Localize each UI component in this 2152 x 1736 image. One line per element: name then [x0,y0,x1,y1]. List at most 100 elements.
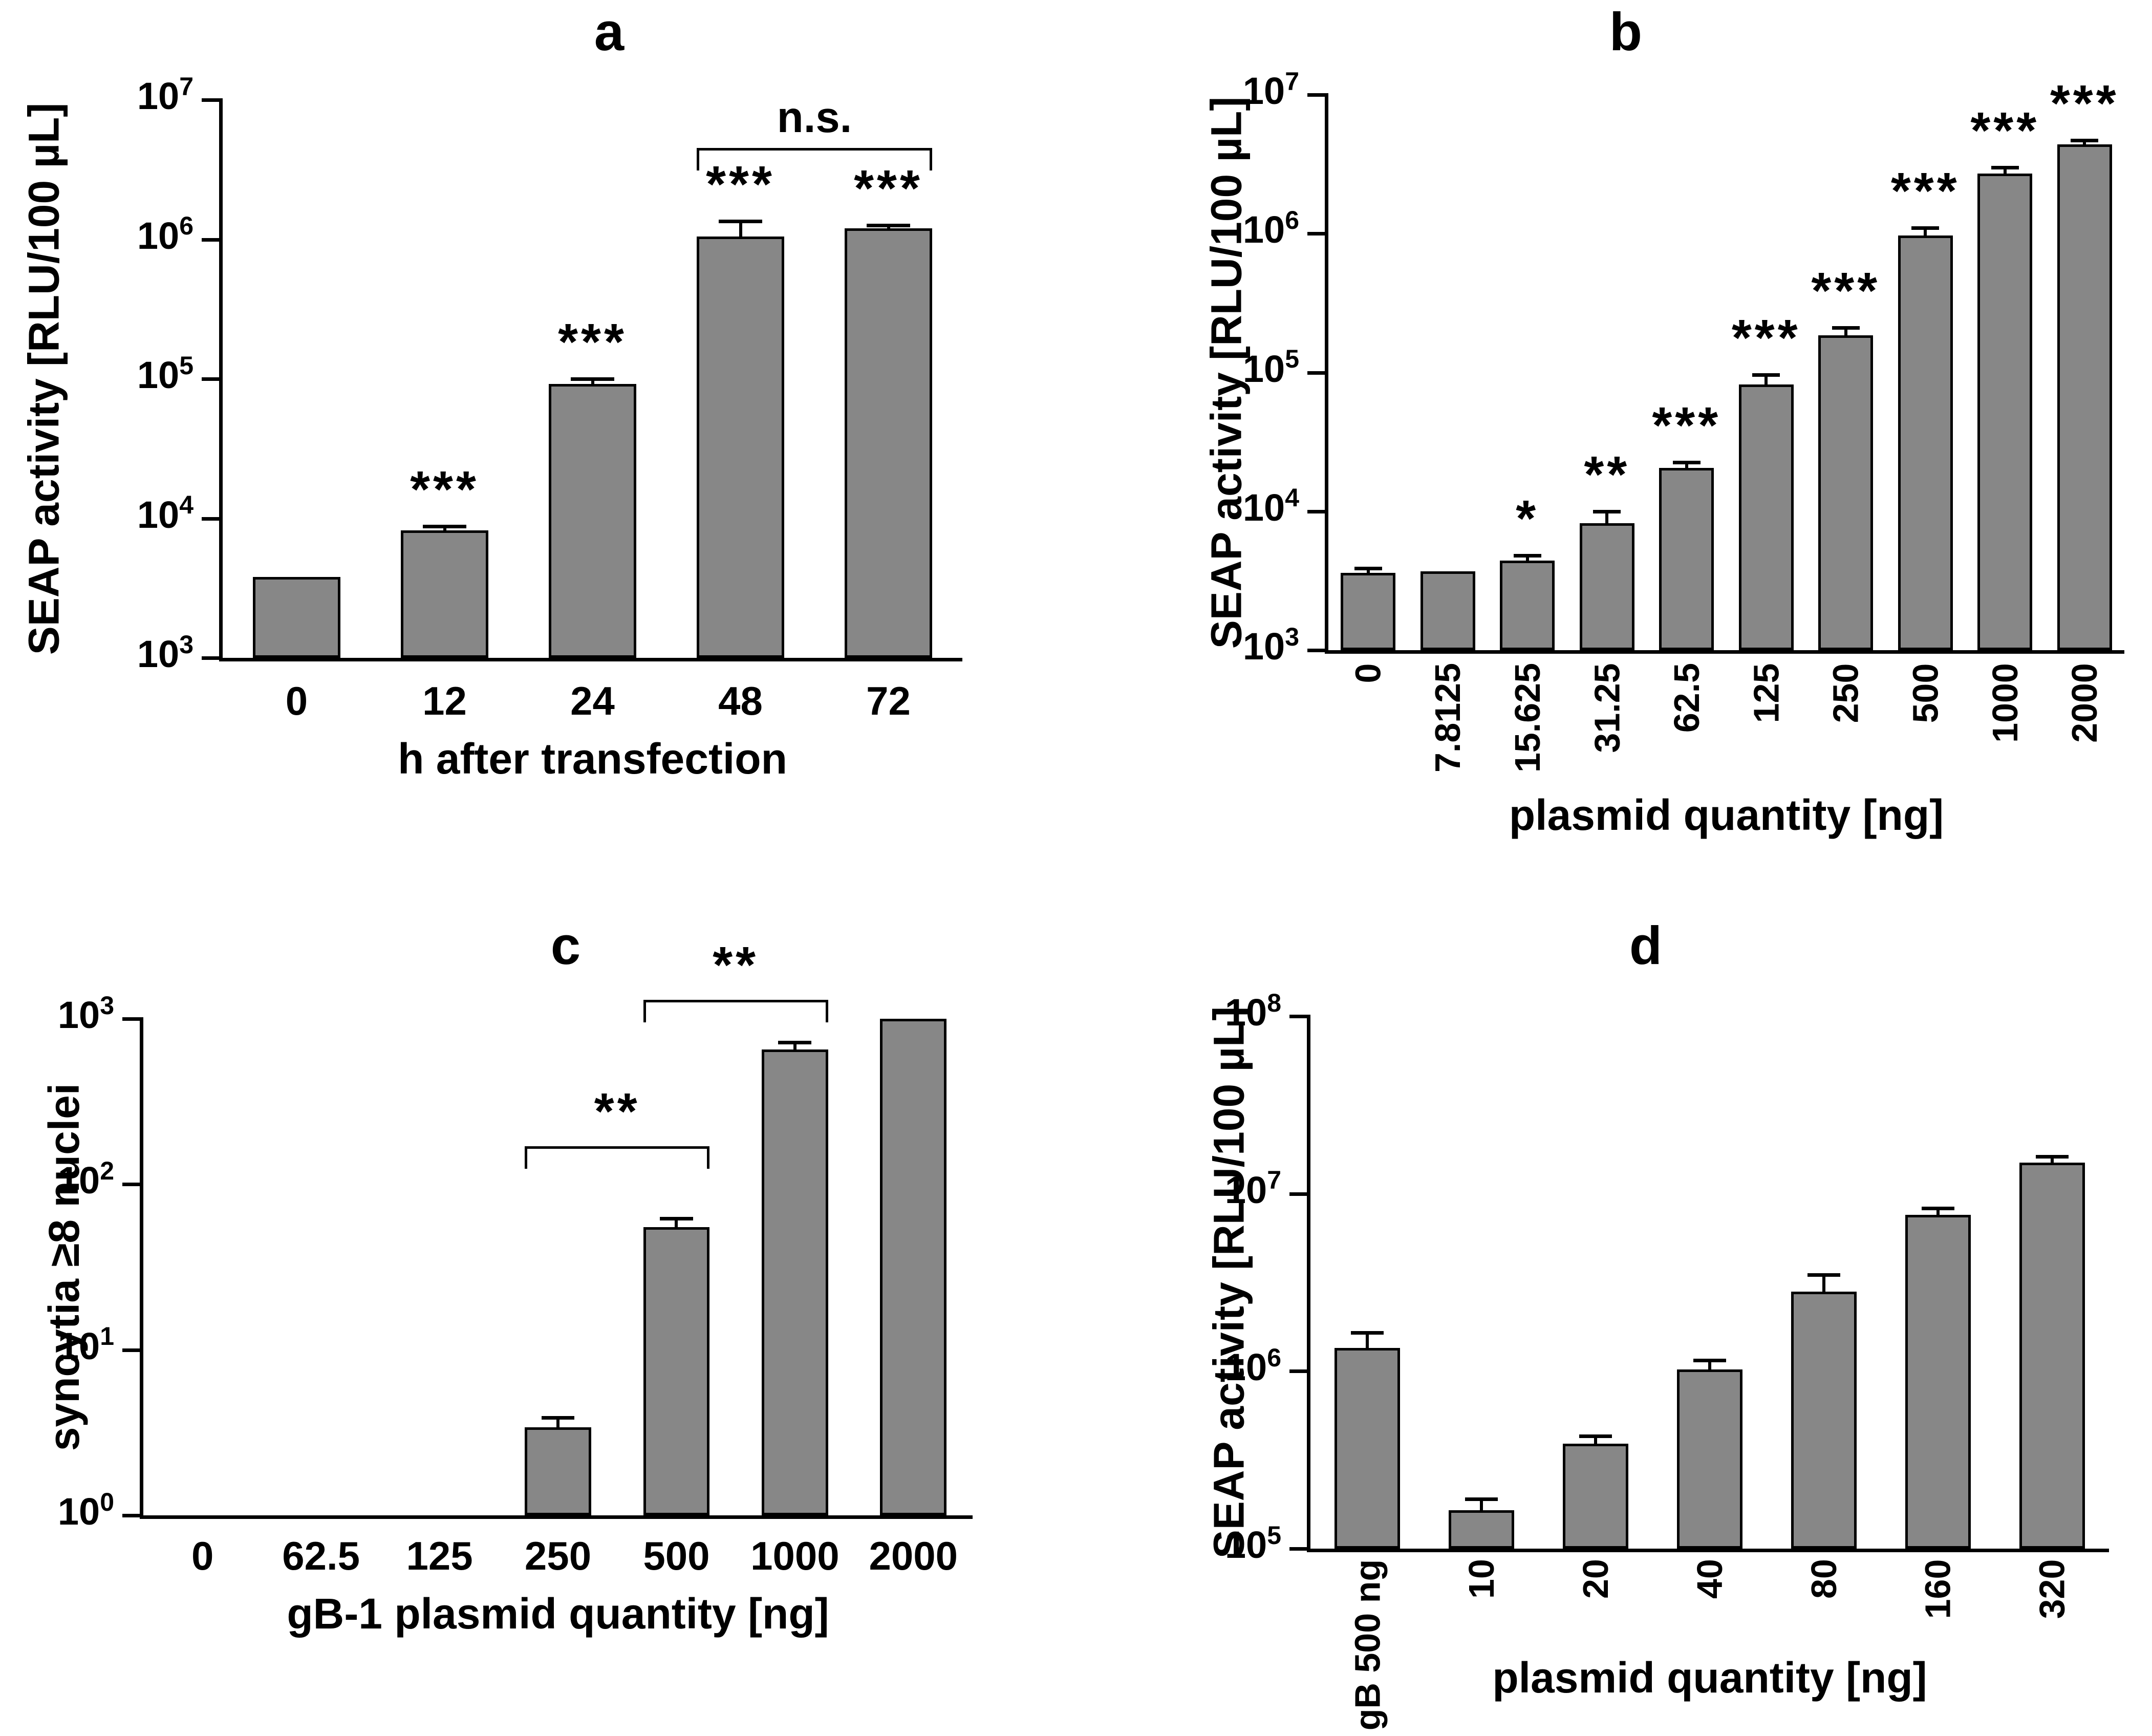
y-tick-label: 108 [1224,988,1281,1034]
x-tick-label: 15.625 [1507,662,1547,773]
significance-label: *** [1811,262,1881,320]
significance-label: *** [1652,397,1721,455]
y-tick-mark [202,517,219,521]
bar [1563,1444,1629,1549]
error-bar-line [1844,328,1847,336]
x-tick-label: 0 [285,678,308,723]
error-bar-cap [1593,509,1621,513]
x-tick-label: 320 [2032,1559,2072,1619]
x-tick-label: 7.8125 [1428,662,1468,773]
y-tick-mark [1289,1547,1307,1551]
y-tick-mark [1307,93,1325,97]
bar [2057,144,2112,650]
bar [643,1227,710,1515]
error-bar-cap [1911,226,1940,230]
y-tick-label: 102 [57,1156,114,1202]
bar [1676,1369,1743,1549]
y-tick-label: 103 [57,991,114,1036]
y-tick-label: 106 [137,211,193,257]
significance-label: *** [410,460,479,518]
x-tick-label: 62.5 [282,1533,360,1578]
error-bar-cap [2035,1155,2069,1159]
y-tick-mark [1307,509,1325,513]
x-axis-title: plasmid quantity [ng] [1492,1654,1927,1702]
error-bar-line [443,526,446,530]
significance-label: *** [854,160,923,218]
x-axis-title: h after transfection [398,735,787,783]
y-tick-label: 104 [1242,483,1299,529]
error-bar-line [1366,1332,1369,1348]
y-tick-label: 107 [1224,1166,1281,1211]
bar [1791,1292,1857,1549]
bar [1898,235,1953,650]
error-bar-line [1685,462,1688,468]
error-bar-cap [718,219,763,223]
x-axis-line [219,658,962,661]
x-tick-label: 250 [524,1533,592,1578]
y-tick-label: 105 [137,351,193,396]
error-bar-line [1480,1499,1483,1510]
bar [697,236,784,658]
bar [1449,1510,1515,1549]
bar [1500,561,1555,650]
x-tick-label: 250 [1825,663,1866,723]
x-tick-label: 125 [406,1533,473,1578]
y-tick-mark [1307,232,1325,236]
y-tick-mark [202,377,219,381]
x-tick-label: 48 [718,678,763,723]
error-bar-cap [1513,554,1541,558]
x-axis-line [140,1515,973,1519]
error-bar-line [1936,1208,1940,1215]
error-bar-cap [1752,373,1780,377]
significance-label: *** [1970,101,2040,159]
bar [253,577,340,658]
y-axis-line [219,98,223,661]
significance-label: *** [558,313,627,371]
x-tick-label: 500 [643,1533,710,1578]
y-tick-mark [122,1183,140,1187]
bar [1905,1214,1971,1549]
error-bar-cap [1354,566,1382,570]
error-bar-line [1594,1436,1598,1444]
y-tick-mark [122,1514,140,1517]
error-bar-cap [1693,1359,1727,1363]
y-tick-mark [122,1017,140,1021]
x-axis-line [1325,650,2124,654]
y-axis-title: SEAP activity [RLU/100 µL] [1204,1006,1253,1559]
y-axis-line [1307,1015,1310,1552]
panel-d-letter: d [1629,916,1663,976]
bar [1818,335,1874,650]
y-tick-label: 106 [1224,1343,1281,1389]
x-axis-line [1307,1549,2109,1552]
y-axis-title: syncytia ≥8 nuclei [40,1083,89,1451]
error-bar-line [1822,1274,1825,1292]
y-tick-label: 107 [1242,67,1299,112]
bar [1659,468,1714,650]
bracket-label: ** [713,936,759,994]
error-bar-cap [1465,1497,1498,1502]
error-bar-cap [1921,1206,1954,1210]
error-bar-cap [778,1041,812,1045]
y-tick-label: 103 [1242,622,1299,668]
y-tick-mark [122,1348,140,1352]
significance-label: *** [1731,309,1801,367]
y-tick-mark [202,98,219,102]
x-axis-title: plasmid quantity [ng] [1509,791,1944,839]
bar [2019,1162,2085,1549]
y-tick-mark [1289,1192,1307,1196]
y-tick-mark [1307,371,1325,375]
error-bar-line [793,1042,797,1050]
panel-b-letter: b [1609,2,1643,62]
x-tick-label: 31.25 [1587,662,1627,753]
y-tick-label: 106 [1242,205,1299,251]
x-tick-label: 10 [1461,1559,1502,1599]
panel-c-letter: c [550,916,581,976]
x-axis-title: gB-1 plasmid quantity [ng] [287,1590,829,1638]
bar [1341,573,1396,650]
y-tick-label: 104 [137,490,193,536]
bar [549,383,636,658]
bar [1420,571,1475,650]
error-bar-line [1366,568,1370,573]
y-tick-label: 101 [57,1322,114,1367]
